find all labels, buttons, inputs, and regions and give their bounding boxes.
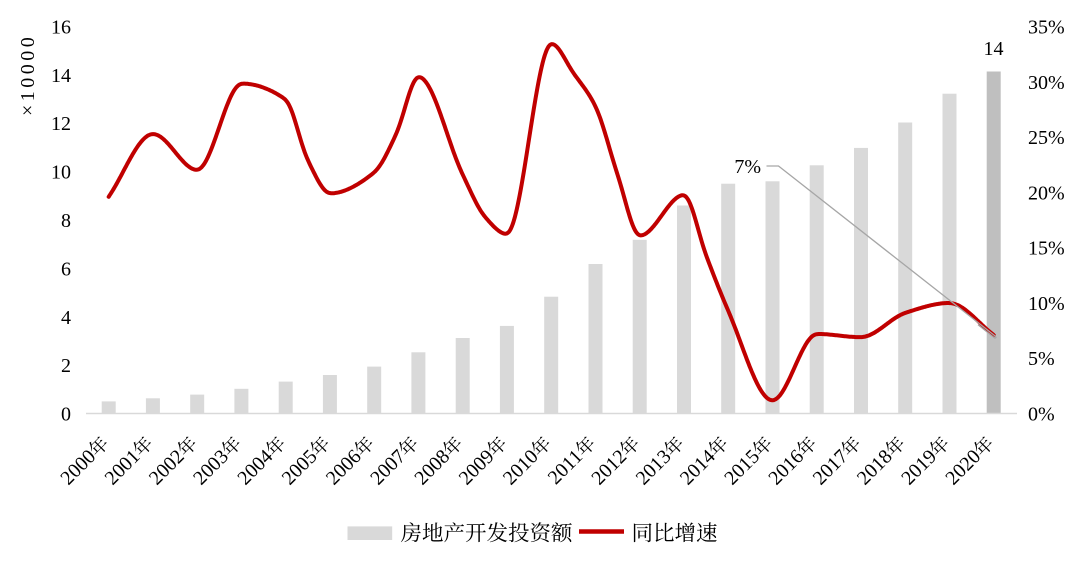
svg-text:15%: 15% <box>1028 238 1065 260</box>
svg-text:10%: 10% <box>1028 293 1065 315</box>
svg-text:16: 16 <box>51 17 71 39</box>
svg-text:30%: 30% <box>1028 72 1065 94</box>
svg-text:5%: 5% <box>1028 348 1055 370</box>
svg-text:8: 8 <box>61 210 71 232</box>
svg-text:35%: 35% <box>1028 17 1065 39</box>
svg-text:0%: 0% <box>1028 404 1055 426</box>
svg-text:10: 10 <box>51 162 71 184</box>
svg-text:20%: 20% <box>1028 182 1065 204</box>
svg-text:12: 12 <box>51 113 71 135</box>
svg-text:14: 14 <box>51 65 71 87</box>
svg-text:4: 4 <box>61 307 71 329</box>
svg-text:25%: 25% <box>1028 127 1065 149</box>
svg-text:×10000: ×10000 <box>17 34 39 116</box>
svg-text:7%: 7% <box>734 156 761 178</box>
svg-text:6: 6 <box>61 258 71 280</box>
svg-text:14: 14 <box>984 38 1004 60</box>
svg-text:2: 2 <box>61 355 71 377</box>
svg-text:0: 0 <box>61 404 71 426</box>
